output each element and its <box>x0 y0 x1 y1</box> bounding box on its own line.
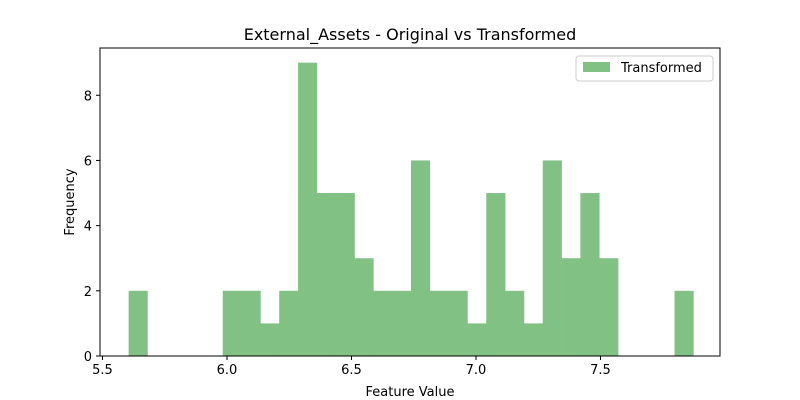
histogram-bar <box>674 290 694 356</box>
histogram-bar <box>279 290 299 356</box>
x-tick-label: 5.5 <box>92 363 113 378</box>
y-tick-label: 6 <box>84 154 92 169</box>
histogram-bar <box>448 290 468 356</box>
histogram-bar <box>580 193 600 356</box>
x-tick-label: 6.0 <box>217 363 238 378</box>
y-tick-label: 0 <box>84 350 92 365</box>
histogram-bar <box>335 193 355 356</box>
x-axis-ticks: 5.5 6.0 6.5 7.0 7.5 <box>92 356 611 378</box>
y-tick-label: 4 <box>84 220 92 235</box>
histogram-bar <box>486 193 506 356</box>
legend-swatch-transformed <box>583 62 610 72</box>
histogram-bar <box>316 193 336 356</box>
histogram-bar <box>241 290 261 356</box>
x-tick-label: 7.0 <box>466 363 487 378</box>
legend-label-transformed: Transformed <box>620 61 702 76</box>
histogram-bar <box>392 290 412 356</box>
histogram-bar <box>222 290 242 356</box>
histogram-bar <box>260 323 280 356</box>
bars-group <box>128 62 694 357</box>
histogram-bar <box>411 160 431 356</box>
legend: Transformed <box>575 55 714 82</box>
legend-frame <box>575 55 714 82</box>
x-tick-label: 6.5 <box>341 363 362 378</box>
y-tick-label: 2 <box>84 285 92 300</box>
histogram-bar <box>599 258 619 356</box>
histogram-bar <box>505 290 525 356</box>
x-tick-label: 7.5 <box>590 363 611 378</box>
histogram-bar <box>542 160 562 356</box>
y-tick-label: 8 <box>84 89 92 104</box>
histogram-bar <box>354 258 374 356</box>
histogram-bar <box>128 290 148 356</box>
chart-title: External_Assets - Original vs Transforme… <box>244 25 577 45</box>
histogram-bar <box>429 290 449 356</box>
histogram-bar <box>467 323 487 356</box>
histogram-bar <box>298 62 318 357</box>
histogram-bar <box>373 290 393 356</box>
y-axis-label: Frequency <box>63 168 78 235</box>
histogram-bar <box>561 258 581 356</box>
y-axis-ticks: 0 2 4 6 8 <box>84 89 100 365</box>
histogram-bar <box>523 323 544 356</box>
x-axis-label: Feature Value <box>366 385 455 400</box>
axes-frame <box>99 47 721 357</box>
